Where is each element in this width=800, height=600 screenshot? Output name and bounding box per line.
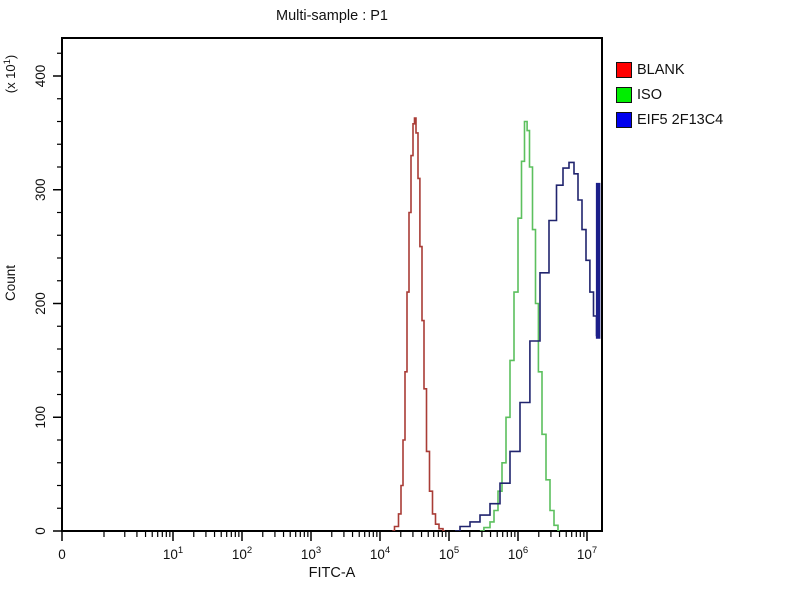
x-tick-label: 102 [232, 545, 252, 562]
y-tick-label: 200 [33, 292, 48, 315]
x-tick-label: 101 [163, 545, 183, 562]
legend-item-eif5-2f13c4: EIF5 2F13C4 [616, 107, 723, 132]
y-tick-label: 300 [33, 178, 48, 201]
y-axis: 0 100 200 300 400 (x 101) Count [2, 52, 62, 535]
curve-eif5-2f13c4 [455, 161, 598, 531]
x-tick-label: 107 [577, 545, 597, 562]
chart-title: Multi-sample : P1 [275, 8, 388, 24]
x-axis-label: FITC-A [308, 565, 356, 581]
legend-label: ISO [637, 86, 662, 103]
x-tick-label: 103 [301, 545, 321, 562]
legend-item-blank: BLANK [616, 57, 723, 82]
legend-swatch-blank [616, 61, 632, 78]
y-tick-label: 0 [33, 527, 48, 535]
y-tick-label: 400 [33, 65, 48, 88]
x-tick-label: 0 [58, 547, 66, 562]
legend-label: EIF5 2F13C4 [637, 111, 724, 128]
x-tick-label: 104 [370, 545, 390, 562]
y-tick-label: 100 [33, 406, 48, 429]
x-tick-label: 105 [439, 545, 459, 562]
y-axis-label: Count [3, 265, 18, 301]
plot-frame [61, 37, 603, 532]
legend-label: BLANK [637, 61, 685, 78]
x-axis: 0 101 102 103 104 105 106 107 [58, 531, 597, 562]
curve-blank [392, 117, 445, 531]
legend-item-iso: ISO [616, 82, 723, 107]
legend: BLANK ISO EIF5 2F13C4 [616, 57, 723, 132]
legend-swatch-eif5-2f13c4 [616, 111, 632, 128]
legend-swatch-iso [616, 86, 632, 103]
y-axis-unit-label: (x 101) [2, 55, 18, 94]
curve-iso [479, 120, 560, 531]
x-tick-label: 106 [508, 545, 528, 562]
